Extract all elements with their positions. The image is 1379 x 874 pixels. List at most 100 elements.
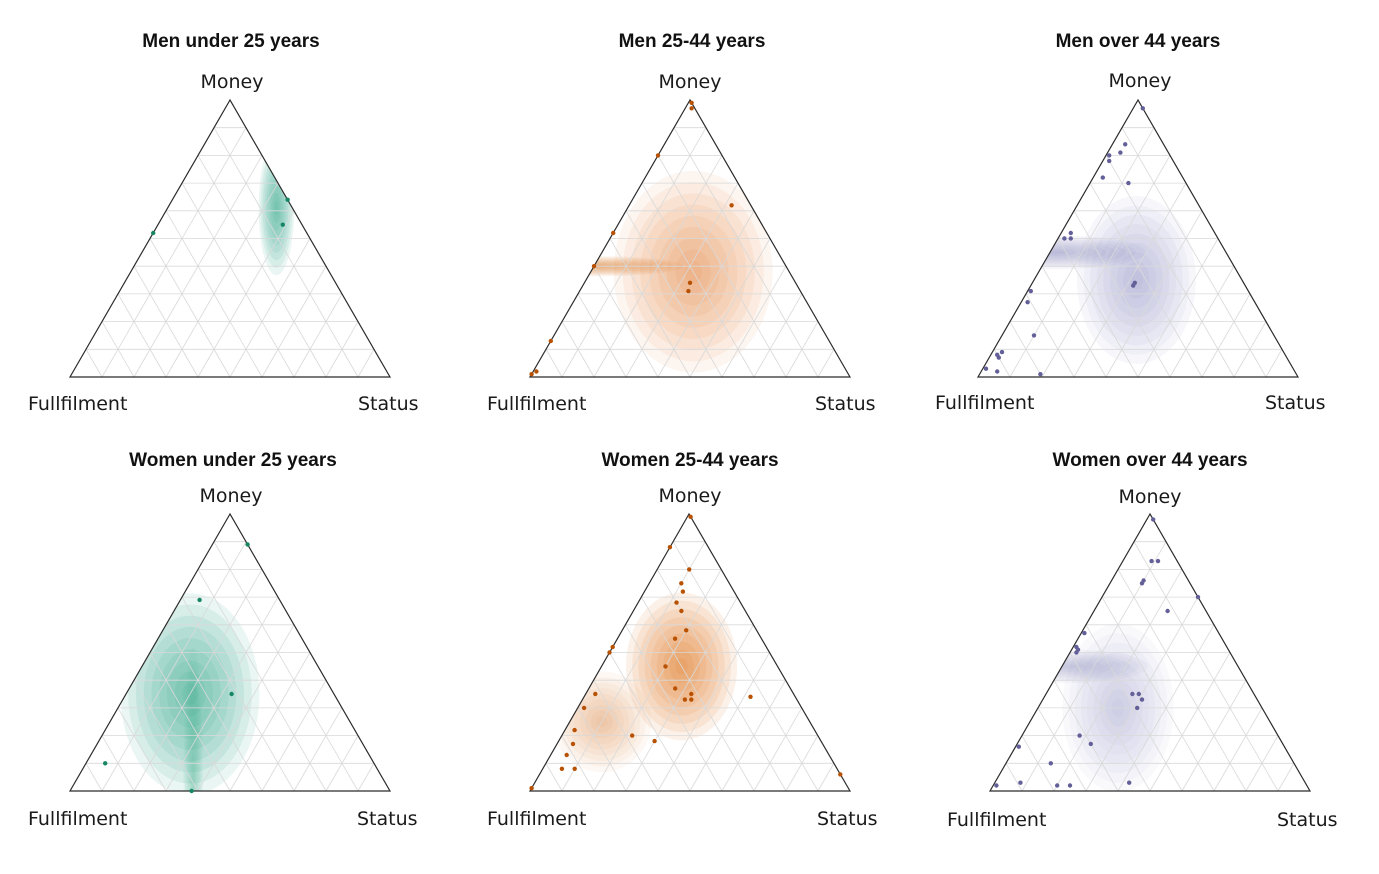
data-point	[687, 567, 692, 572]
data-point	[197, 597, 202, 603]
ternary-frame	[528, 98, 852, 378]
panel-title: Women under 25 years	[129, 450, 337, 471]
ternary-grid	[993, 127, 1283, 378]
axis-label-fulfilment: Fullfilment	[28, 808, 127, 830]
data-point	[1088, 741, 1094, 747]
data-point	[688, 514, 693, 519]
ternary-panel-3: Men over 44 years Money Fullfilment Status	[935, 31, 1326, 414]
data-point	[1139, 581, 1145, 586]
axis-label-fulfilment: Fullfilment	[487, 808, 586, 830]
data-point	[1082, 630, 1087, 636]
data-point	[1025, 300, 1030, 305]
ternary-panel-5: Women 25-44 years Money Fullfilment Status	[487, 450, 878, 830]
data-point	[1107, 158, 1112, 164]
ternary-frame	[976, 98, 1300, 378]
ternary-grid	[545, 541, 835, 792]
data-point	[1100, 175, 1106, 180]
data-point	[1107, 153, 1112, 158]
axis-label-money: Money	[200, 485, 263, 507]
data-point	[687, 280, 693, 285]
density-band	[274, 200, 279, 216]
data-point	[729, 203, 734, 208]
data-points	[151, 197, 290, 236]
ternary-frame	[68, 512, 392, 792]
data-point	[1016, 744, 1021, 749]
panel-title: Women over 44 years	[1052, 450, 1247, 471]
data-point	[1126, 180, 1131, 186]
axis-label-fulfilment: Fullfilment	[947, 809, 1046, 831]
data-point	[1028, 288, 1034, 294]
data-point	[684, 628, 689, 633]
panel-title: Women 25-44 years	[601, 450, 778, 471]
density-band	[1103, 233, 1170, 327]
panel-title: Men under 25 years	[142, 31, 319, 52]
data-point	[1130, 691, 1135, 697]
data-point	[103, 761, 108, 766]
axis-label-fulfilment: Fullfilment	[28, 393, 127, 415]
data-point	[610, 644, 615, 650]
data-point	[593, 691, 598, 697]
data-point	[1048, 761, 1054, 766]
density-contours	[258, 140, 295, 276]
data-point	[151, 230, 156, 236]
data-point	[1149, 558, 1154, 564]
data-points	[529, 100, 734, 377]
ternary-grid	[545, 127, 835, 378]
data-point	[1055, 783, 1060, 788]
data-point	[672, 636, 678, 641]
data-point	[983, 366, 989, 371]
density-band	[1059, 664, 1078, 669]
data-point	[1151, 517, 1156, 522]
axis-label-status: Status	[1265, 392, 1326, 414]
data-point	[1127, 780, 1132, 785]
axis-label-money: Money	[659, 71, 722, 93]
data-points	[529, 514, 843, 791]
axis-label-money: Money	[1119, 486, 1182, 508]
data-point	[572, 766, 577, 771]
data-point	[1068, 236, 1074, 241]
data-point	[229, 691, 234, 697]
data-point	[564, 752, 569, 758]
ternary-panel-6: Women over 44 years Money Fullfilment Statu…	[947, 450, 1338, 831]
data-point	[680, 589, 686, 594]
data-point	[1062, 236, 1067, 241]
data-point	[1123, 142, 1128, 147]
data-points	[983, 106, 1146, 377]
data-point	[548, 338, 553, 344]
ternary-grid	[85, 541, 375, 792]
ternary-panel-4: Women under 25 years Money Fullfilment Stat…	[28, 450, 418, 830]
data-point	[663, 664, 668, 669]
data-point	[1195, 594, 1201, 600]
data-point	[996, 355, 1001, 360]
axis-label-money: Money	[659, 485, 722, 507]
axis-label-status: Status	[817, 808, 878, 830]
axis-label-fulfilment: Fullfilment	[487, 393, 586, 415]
data-point	[674, 600, 679, 605]
density-band	[1109, 242, 1163, 318]
data-point	[1018, 780, 1023, 785]
data-point	[572, 727, 577, 733]
data-point	[682, 697, 688, 702]
data-point	[280, 222, 285, 227]
data-point	[689, 106, 694, 111]
density-band	[1083, 205, 1190, 355]
density-band	[1096, 224, 1177, 337]
data-point	[591, 264, 597, 269]
density-contours	[120, 593, 260, 791]
density-band	[270, 185, 283, 231]
data-point	[559, 766, 565, 771]
axis-label-status: Status	[1277, 809, 1338, 831]
data-point	[1031, 333, 1037, 338]
data-point	[189, 788, 194, 794]
data-point	[994, 783, 999, 788]
axis-label-status: Status	[358, 393, 419, 415]
data-point	[1074, 650, 1079, 655]
data-point	[686, 288, 691, 294]
data-point	[245, 542, 250, 547]
data-point	[285, 197, 290, 202]
data-point	[1038, 372, 1043, 377]
data-points	[103, 542, 250, 794]
axis-label-money: Money	[1109, 70, 1172, 92]
ternary-frame	[68, 98, 392, 378]
panel-title: Men 25-44 years	[619, 31, 766, 52]
